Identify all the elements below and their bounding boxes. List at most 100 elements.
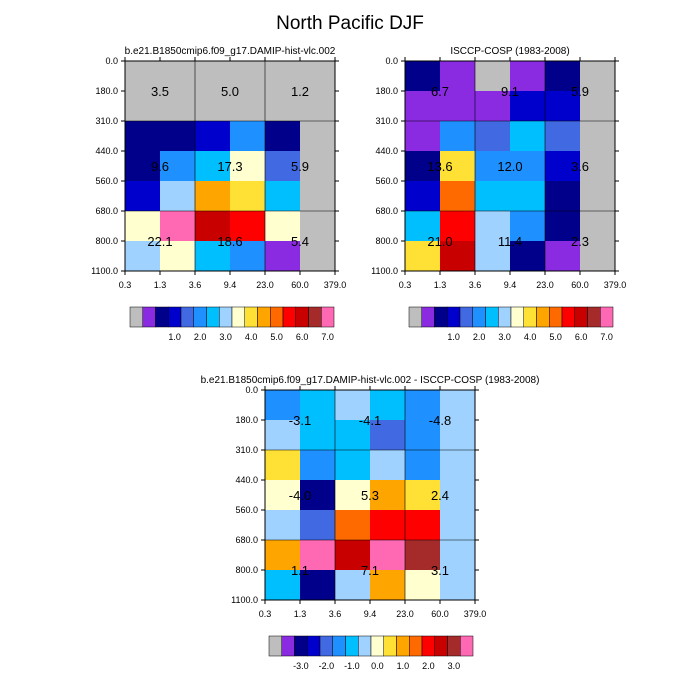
heatmap-cell <box>335 420 371 451</box>
x-tick-label: 1.3 <box>154 280 167 290</box>
heatmap-cell <box>370 570 406 601</box>
cell-value-label: 1.1 <box>291 563 309 578</box>
colorbar-label: -3.0 <box>293 661 309 671</box>
y-tick-label: 800.0 <box>235 565 258 575</box>
x-tick-label: 0.3 <box>119 280 132 290</box>
colorbar-label: 1.0 <box>397 661 410 671</box>
heatmap-cell <box>265 480 301 511</box>
x-tick-label: 3.6 <box>469 280 482 290</box>
colorbar-label: 1.0 <box>168 332 181 342</box>
heatmap-cell <box>265 241 301 272</box>
x-tick-label: 9.4 <box>364 609 377 619</box>
heatmap-cell <box>510 211 546 242</box>
heatmap-cell <box>405 420 441 451</box>
y-tick-label: 180.0 <box>235 415 258 425</box>
colorbar-label: 2.0 <box>194 332 207 342</box>
colorbar-label: 6.0 <box>296 332 309 342</box>
colorbar: 1.0 2.0 3.0 4.0 5.0 6.0 7.0 <box>408 306 614 342</box>
heatmap-cell <box>335 570 371 601</box>
heatmap-cell <box>580 211 616 242</box>
heatmap-cell <box>580 121 616 152</box>
panel-title: ISCCP-COSP (1983-2008) <box>450 46 569 57</box>
colorbar-label: 2.0 <box>473 332 486 342</box>
panel-title: b.e21.B1850cmip6.f09_g17.DAMIP-hist-vlc.… <box>201 375 540 386</box>
heatmap-cell <box>405 390 441 421</box>
y-tick-label: 440.0 <box>235 475 258 485</box>
heatmap-cell <box>230 241 266 272</box>
colorbar-swatch <box>257 306 271 328</box>
cell-value-label: 13.6 <box>427 159 452 174</box>
heatmap-cell <box>440 420 476 451</box>
colorbar-label: 3.0 <box>219 332 232 342</box>
cell-value-label: 9.1 <box>501 84 519 99</box>
colorbar-label: 3.0 <box>498 332 511 342</box>
heatmap-cell <box>125 181 161 212</box>
cell-value-label: 5.3 <box>361 488 379 503</box>
y-tick-label: 310.0 <box>235 445 258 455</box>
colorbar-swatch <box>142 306 156 328</box>
heatmap-cell <box>545 121 581 152</box>
heatmap-cell <box>265 211 301 242</box>
colorbar-label: 4.0 <box>245 332 258 342</box>
colorbar-swatch <box>268 635 282 657</box>
heatmap-cell <box>440 540 476 571</box>
y-tick-label: 0.0 <box>105 56 118 66</box>
heatmap-cell <box>300 181 336 212</box>
heatmap-cell <box>335 510 371 541</box>
colorbar-swatch <box>358 635 372 657</box>
x-tick-label: 9.4 <box>224 280 237 290</box>
colorbar-swatch <box>206 306 220 328</box>
heatmap-cell <box>160 91 196 122</box>
heatmap-cell <box>195 91 231 122</box>
colorbar-swatch <box>472 306 486 328</box>
colorbar-swatch <box>434 306 448 328</box>
heatmap-cell <box>265 151 301 182</box>
cell-value-label: 22.1 <box>147 234 172 249</box>
heatmap-cell <box>405 450 441 481</box>
y-tick-label: 310.0 <box>95 116 118 126</box>
heatmap-cell <box>300 510 336 541</box>
heatmap-cell <box>440 241 476 272</box>
heatmap-cell <box>265 510 301 541</box>
heatmap-cell <box>405 570 441 601</box>
colorbar-swatch <box>295 306 309 328</box>
heatmap-cell <box>510 61 546 92</box>
y-tick-label: 1100.0 <box>231 595 258 605</box>
colorbar-swatch <box>307 635 321 657</box>
colorbar-label: 2.0 <box>422 661 435 671</box>
x-tick-label: 3.6 <box>329 609 342 619</box>
x-tick-label: 23.0 <box>256 280 274 290</box>
x-tick-label: 23.0 <box>396 609 414 619</box>
x-tick-label: 9.4 <box>504 280 517 290</box>
heatmap-cell <box>300 420 336 451</box>
heatmap-cell <box>475 181 511 212</box>
colorbar-swatch <box>408 306 422 328</box>
panel-obs: ISCCP-COSP (1983-2008) 0.0 180.0 310.0 440.0… <box>371 46 626 342</box>
y-tick-label: 1100.0 <box>371 266 398 276</box>
heatmap-cell <box>405 510 441 541</box>
colorbar-swatch <box>396 635 410 657</box>
heatmap-cell <box>160 121 196 152</box>
cell-value-label: -4.1 <box>359 413 381 428</box>
colorbar-label: 7.0 <box>321 332 334 342</box>
colorbar-swatch <box>600 306 614 328</box>
x-tick-label: 60.0 <box>431 609 449 619</box>
cell-value-label: 9.6 <box>151 159 169 174</box>
colorbar-swatch <box>193 306 207 328</box>
heatmap-cell <box>440 151 476 182</box>
colorbar-swatch <box>460 635 474 657</box>
heatmap-cell <box>300 241 336 272</box>
cell-value-label: 5.4 <box>291 234 309 249</box>
cell-value-label: 5.0 <box>221 84 239 99</box>
heatmap-cell <box>160 211 196 242</box>
heatmap-cell <box>300 91 336 122</box>
x-tick-label: 379.0 <box>604 280 627 290</box>
y-tick-label: 1100.0 <box>91 266 118 276</box>
heatmap-cell <box>405 181 441 212</box>
x-tick-label: 1.3 <box>294 609 307 619</box>
colorbar-swatch <box>498 306 512 328</box>
heatmap-cell <box>370 390 406 421</box>
x-tick-label: 60.0 <box>571 280 589 290</box>
heatmap-cell <box>440 480 476 511</box>
heatmap-cell <box>405 91 441 122</box>
